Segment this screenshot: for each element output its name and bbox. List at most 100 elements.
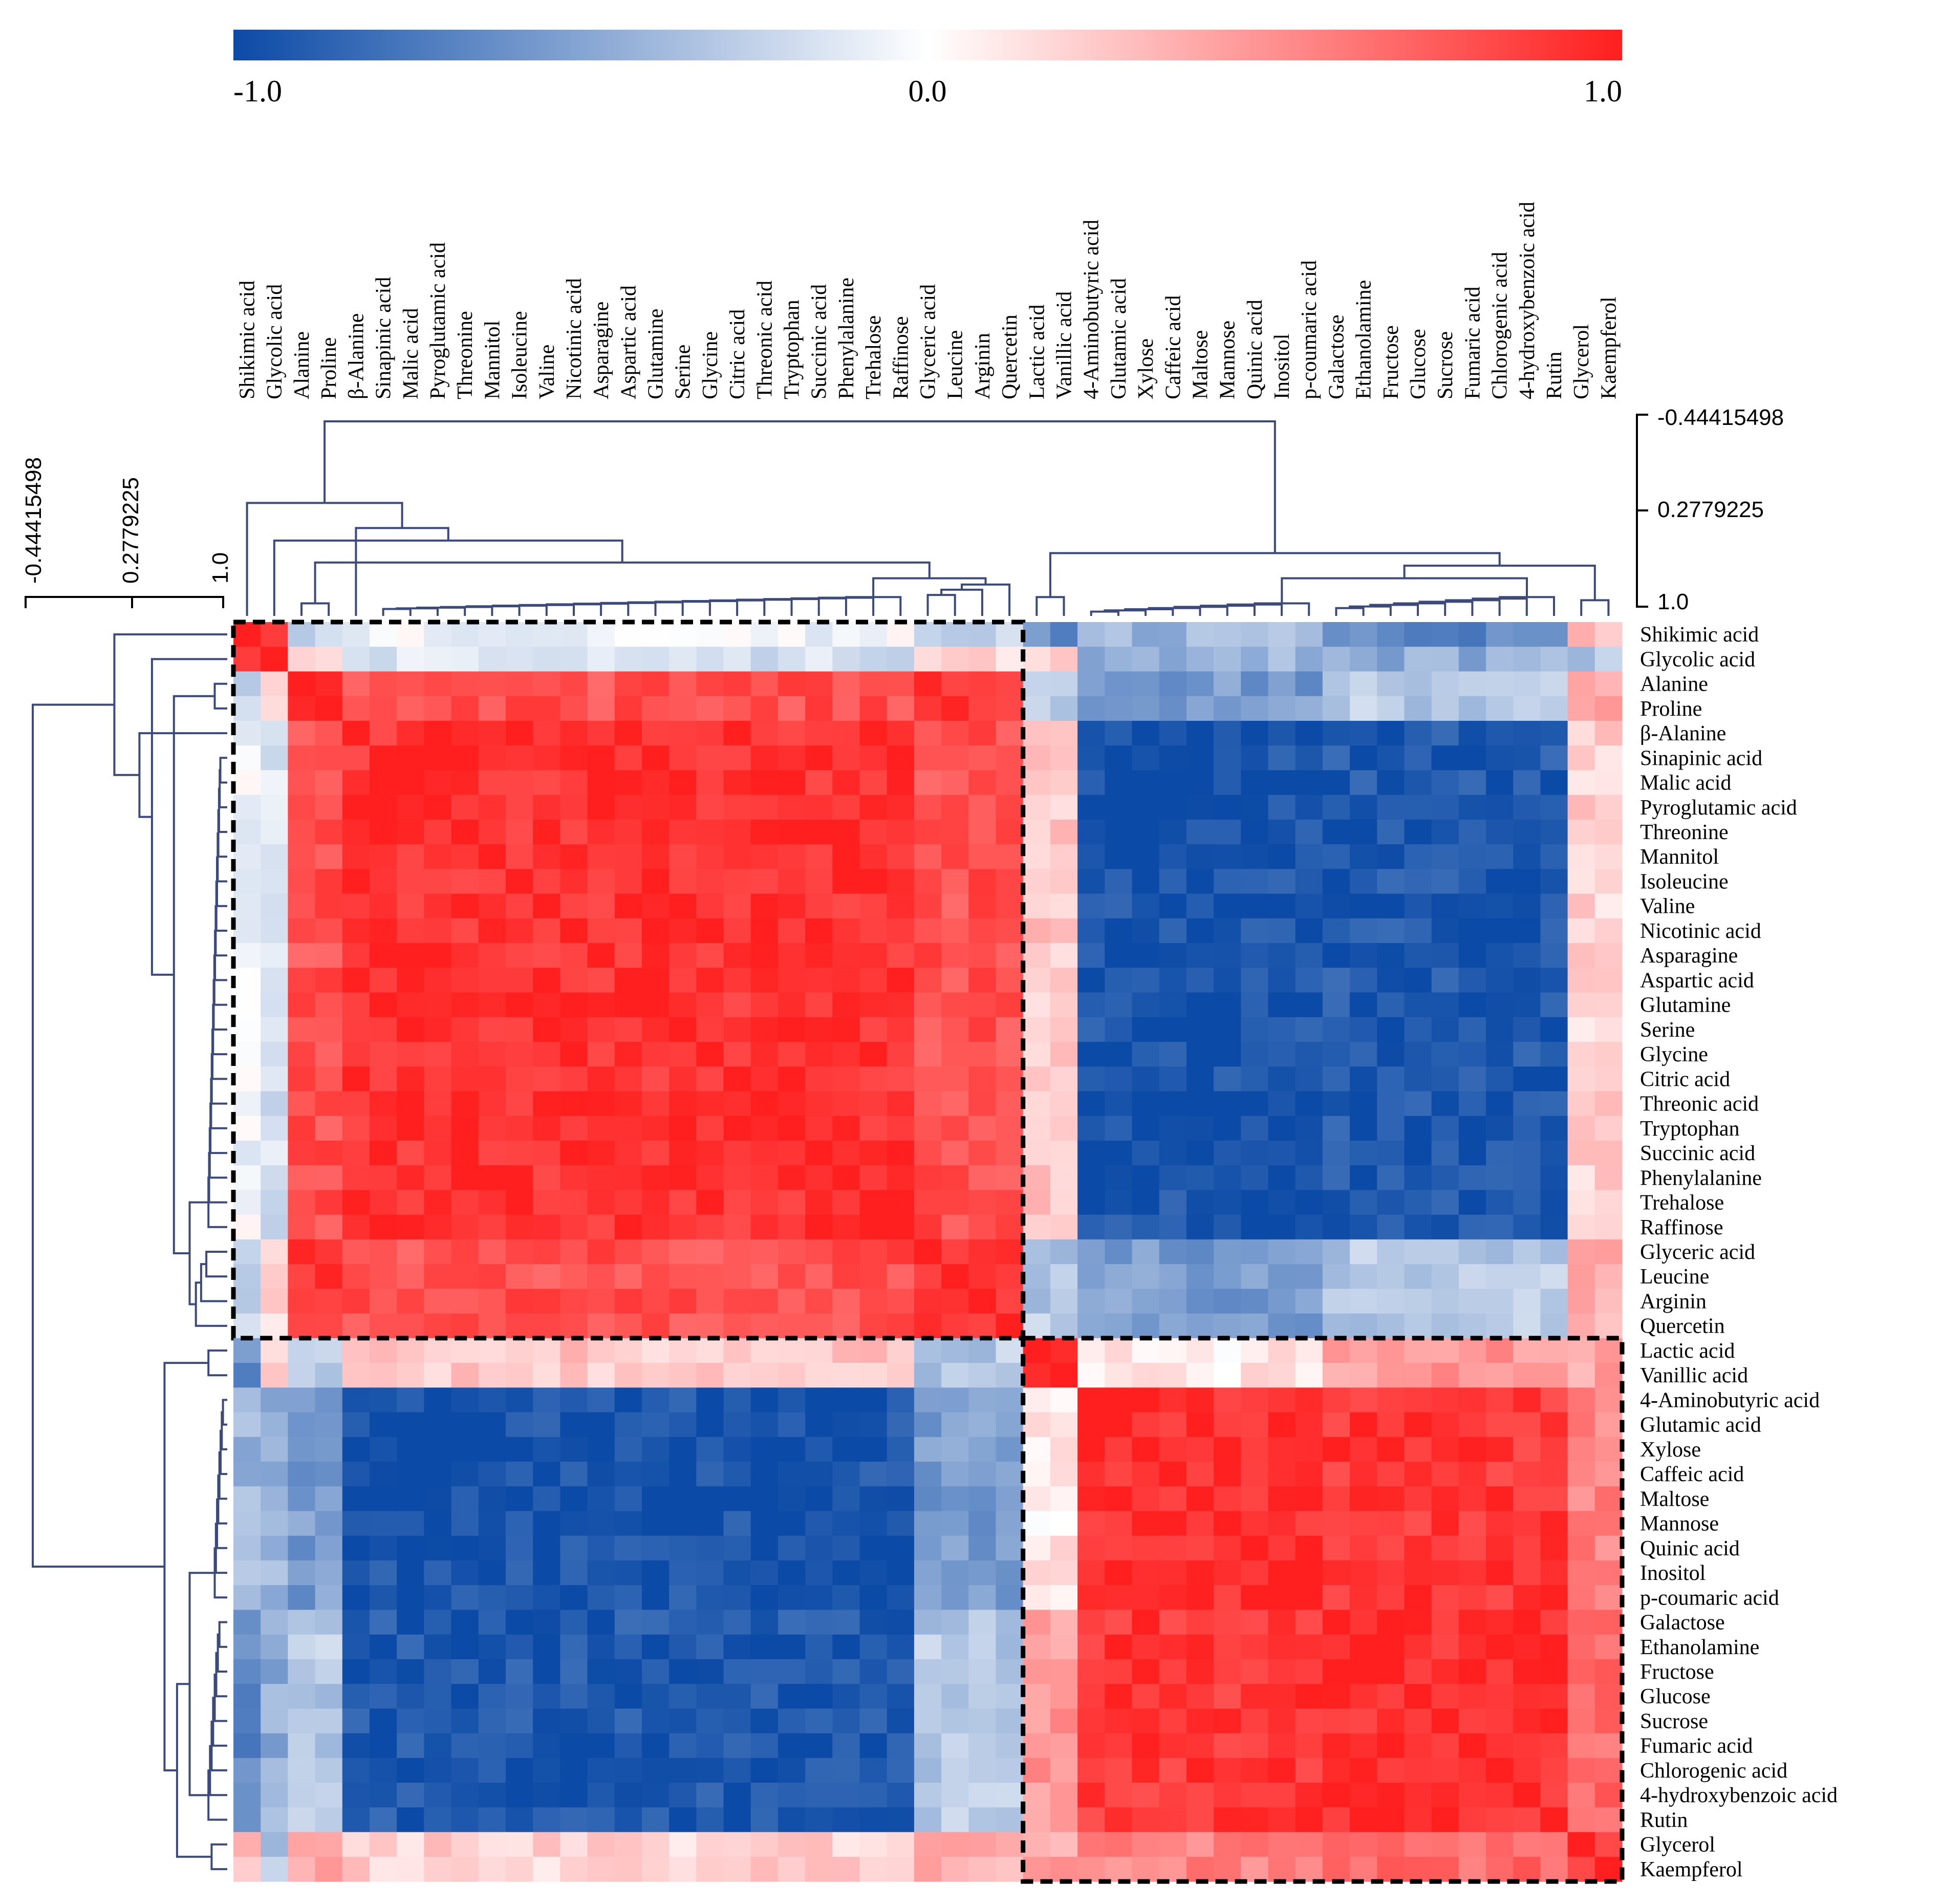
heatmap-cell: [233, 1783, 261, 1808]
heatmap-cell: [1350, 1214, 1377, 1240]
heatmap-cell: [533, 1856, 560, 1882]
column-label: Vanillic acid: [1053, 291, 1076, 399]
heatmap-cell: [397, 1289, 424, 1314]
heatmap-cell: [887, 1091, 915, 1117]
heatmap-cell: [941, 1140, 969, 1166]
heatmap-cell: [750, 1462, 779, 1487]
heatmap-cell: [723, 1585, 751, 1611]
heatmap-cell: [560, 968, 588, 993]
heatmap-cell: [1567, 869, 1595, 894]
heatmap-cell: [1458, 1511, 1486, 1536]
heatmap-cell: [669, 1856, 697, 1882]
heatmap-cell: [315, 1634, 343, 1660]
heatmap-cell: [505, 1116, 533, 1141]
heatmap-cell: [1050, 1017, 1078, 1042]
heatmap-cell: [723, 918, 751, 944]
heatmap-cell: [641, 1856, 670, 1882]
heatmap-cell: [1458, 1214, 1486, 1240]
heatmap-cell: [887, 1116, 915, 1141]
heatmap-cell: [1377, 770, 1405, 796]
heatmap-cell: [533, 869, 560, 894]
heatmap-cell: [1023, 1783, 1051, 1808]
heatmap-cell: [1377, 1659, 1405, 1684]
heatmap-cell: [1322, 1437, 1350, 1462]
heatmap-cell: [261, 1462, 288, 1487]
heatmap-cell: [1404, 745, 1432, 771]
heatmap-cell: [1214, 1856, 1241, 1882]
heatmap-cell: [1567, 1832, 1595, 1857]
heatmap-cell: [533, 1239, 560, 1265]
heatmap-cell: [315, 869, 343, 894]
heatmap-cell: [778, 1066, 806, 1092]
heatmap-cell: [1105, 1017, 1133, 1042]
heatmap-cell: [478, 1535, 506, 1561]
heatmap-cell: [1513, 1239, 1541, 1265]
heatmap-cell: [1241, 1412, 1269, 1438]
row-label: Glyceric acid: [1640, 1240, 1755, 1264]
heatmap-cell: [887, 1289, 915, 1314]
heatmap-cell: [1159, 647, 1187, 672]
column-label: Chlorogenic acid: [1488, 252, 1512, 399]
column-label: Inositol: [1270, 334, 1294, 399]
heatmap-cell: [1322, 1560, 1350, 1586]
heatmap-cell: [859, 1190, 888, 1215]
heatmap-cell: [533, 943, 560, 968]
heatmap-cell: [1540, 1486, 1568, 1512]
heatmap-cell: [696, 844, 724, 869]
heatmap-cell: [1214, 1239, 1241, 1265]
heatmap-cell: [1486, 1289, 1514, 1314]
heatmap-cell: [614, 893, 642, 919]
heatmap-cell: [288, 671, 316, 697]
heatmap-cell: [478, 918, 506, 944]
heatmap-cell: [1186, 1313, 1214, 1339]
heatmap-cell: [560, 1659, 588, 1684]
heatmap-cell: [968, 1437, 997, 1462]
heatmap-cell: [914, 671, 942, 697]
heatmap-cell: [1268, 647, 1296, 672]
heatmap-cell: [750, 770, 779, 796]
heatmap-cell: [832, 1190, 860, 1215]
heatmap-cell: [805, 720, 833, 746]
heatmap-cell: [342, 943, 370, 968]
heatmap-cell: [914, 1214, 942, 1240]
heatmap-cell: [941, 696, 969, 721]
heatmap-cell: [1214, 918, 1241, 944]
heatmap-cell: [941, 1066, 969, 1092]
heatmap-cell: [369, 1832, 397, 1857]
row-label: Sinapinic acid: [1640, 746, 1762, 770]
heatmap-cell: [451, 1585, 479, 1611]
heatmap-cell: [968, 1511, 997, 1536]
heatmap-cell: [1513, 1412, 1541, 1438]
heatmap-cell: [261, 1190, 288, 1215]
heatmap-cell: [369, 968, 397, 993]
heatmap-cell: [887, 1486, 915, 1512]
heatmap-cell: [233, 622, 261, 647]
heatmap-cell: [1268, 1807, 1296, 1833]
heatmap-cell: [342, 918, 370, 944]
heatmap-cell: [750, 1733, 779, 1759]
heatmap-cell: [723, 1535, 751, 1561]
row-label: Serine: [1640, 1018, 1695, 1042]
heatmap-cell: [1295, 1091, 1323, 1117]
heatmap-cell: [424, 1165, 452, 1191]
heatmap-cell: [614, 1214, 642, 1240]
heatmap-cell: [1023, 1758, 1051, 1783]
heatmap-cell: [533, 770, 560, 796]
heatmap-cell: [1377, 671, 1405, 697]
heatmap-cell: [914, 968, 942, 993]
heatmap-cell: [1105, 819, 1133, 845]
heatmap-cell: [1268, 1017, 1296, 1042]
heatmap-cell: [1105, 1363, 1133, 1388]
heatmap-cell: [614, 869, 642, 894]
heatmap-cell: [996, 1610, 1024, 1635]
heatmap-cell: [750, 696, 779, 721]
column-label: Aspartic acid: [617, 285, 640, 399]
heatmap-cell: [1023, 770, 1051, 796]
heatmap-cell: [859, 720, 888, 746]
heatmap-cell: [1214, 696, 1241, 721]
heatmap-cell: [451, 1535, 479, 1561]
heatmap-cell: [1567, 1462, 1595, 1487]
heatmap-cell: [1540, 968, 1568, 993]
heatmap-cell: [1594, 968, 1623, 993]
column-label: Trehalose: [862, 315, 886, 399]
